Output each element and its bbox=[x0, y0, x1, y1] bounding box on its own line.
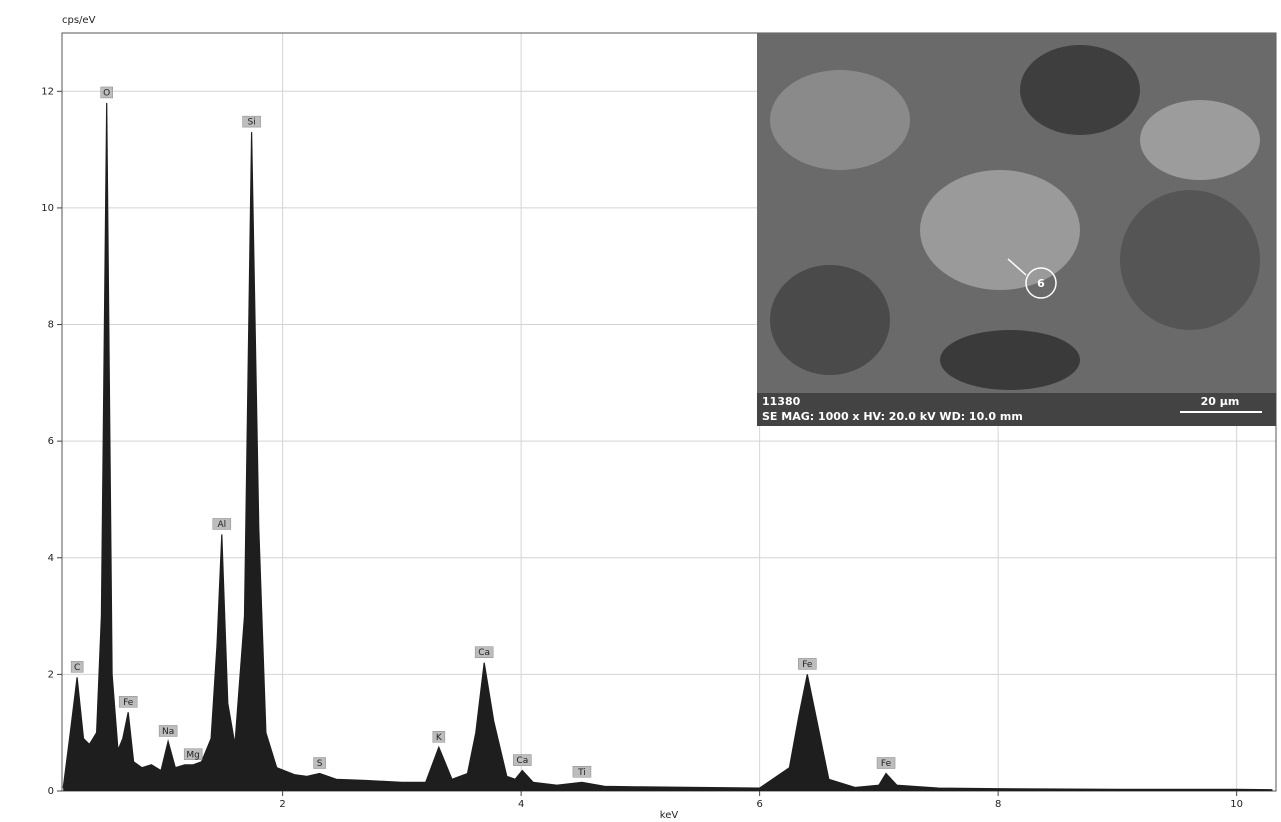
peak-label: Ca bbox=[478, 648, 490, 658]
peak-label: O bbox=[103, 88, 110, 98]
inset-id: 11380 bbox=[762, 395, 801, 408]
chart: cps/eV keV 6 11380 SE MAG: 1000 x HV: 20… bbox=[0, 0, 1281, 822]
inset-texture bbox=[770, 265, 890, 375]
peak-label: Ca bbox=[516, 756, 528, 766]
inset-texture bbox=[940, 330, 1080, 390]
y-tick-label: 10 bbox=[41, 203, 54, 214]
sem-inset: 6 11380 SE MAG: 1000 x HV: 20.0 kV WD: 1… bbox=[757, 33, 1276, 426]
inset-texture bbox=[770, 70, 910, 170]
y-tick-label: 8 bbox=[48, 320, 54, 331]
x-tick-label: 4 bbox=[518, 799, 524, 810]
inset-texture bbox=[920, 170, 1080, 290]
peak-label: Fe bbox=[802, 660, 813, 670]
y-tick-label: 6 bbox=[48, 436, 54, 447]
peak-label: Al bbox=[217, 520, 226, 530]
peak-label: Si bbox=[248, 118, 256, 128]
peak-label: Fe bbox=[881, 759, 892, 769]
y-tick-label: 2 bbox=[48, 669, 54, 680]
inset-texture bbox=[1140, 100, 1260, 180]
peak-label: Fe bbox=[123, 698, 134, 708]
y-tick-label: 0 bbox=[48, 786, 54, 797]
inset-texture bbox=[1020, 45, 1140, 135]
y-tick-label: 12 bbox=[41, 86, 54, 97]
peak-label: S bbox=[317, 759, 323, 769]
x-tick-label: 2 bbox=[279, 799, 285, 810]
inset-texture bbox=[1120, 190, 1260, 330]
peak-label: Na bbox=[162, 727, 174, 737]
x-tick-label: 6 bbox=[756, 799, 762, 810]
peak-label: Mg bbox=[186, 750, 199, 760]
peak-label: C bbox=[74, 663, 80, 673]
inset-info: SE MAG: 1000 x HV: 20.0 kV WD: 10.0 mm bbox=[762, 410, 1023, 423]
x-axis-label: keV bbox=[660, 810, 679, 821]
peak-label: Ti bbox=[577, 768, 586, 778]
x-tick-label: 8 bbox=[995, 799, 1001, 810]
inset-marker: 6 bbox=[1037, 277, 1045, 290]
inset-scale: 20 µm bbox=[1201, 395, 1240, 408]
x-tick-label: 10 bbox=[1230, 799, 1243, 810]
y-axis-label: cps/eV bbox=[62, 15, 96, 26]
y-tick-label: 4 bbox=[48, 553, 54, 564]
